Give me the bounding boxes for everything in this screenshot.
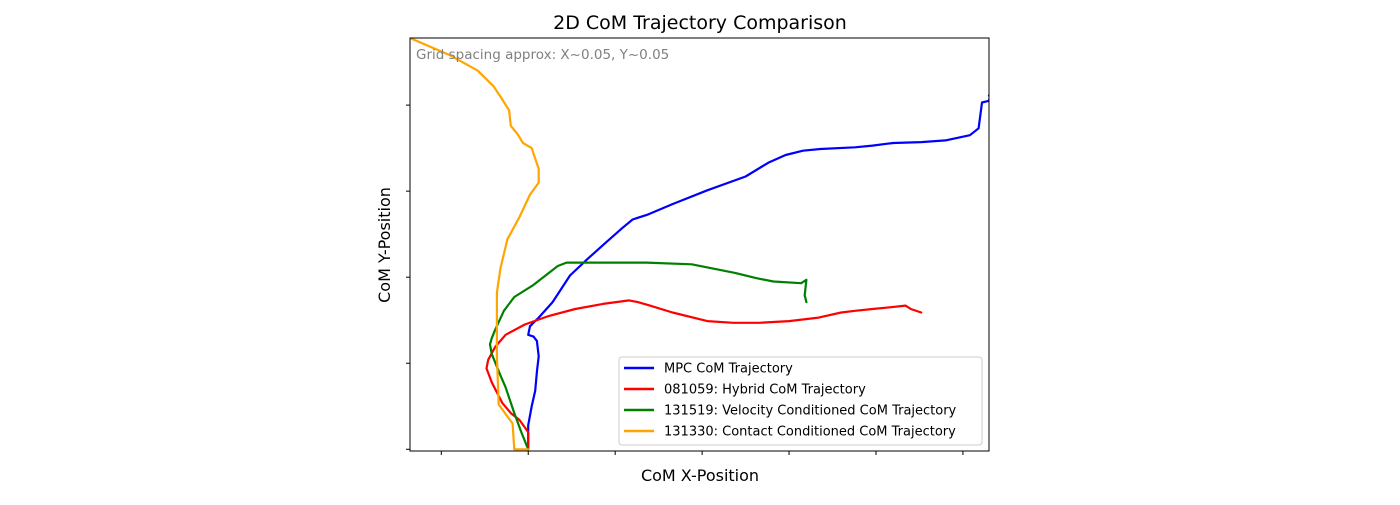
x-axis-label: CoM X-Position bbox=[641, 466, 759, 485]
legend-label-2: 131519: Velocity Conditioned CoM Traject… bbox=[664, 404, 957, 419]
series-line-2 bbox=[488, 261, 808, 451]
chart-title: 2D CoM Trajectory Comparison bbox=[553, 12, 847, 34]
grid-annotation: Grid spacing approx: X~0.05, Y~0.05 bbox=[416, 47, 669, 63]
plot-lines bbox=[410, 38, 989, 451]
legend-label-1: 081059: Hybrid CoM Trajectory bbox=[664, 383, 866, 398]
axis-ticks bbox=[406, 104, 964, 455]
legend-label-3: 131330: Contact Conditioned CoM Trajecto… bbox=[664, 425, 956, 440]
plot-frame bbox=[409, 37, 990, 452]
y-axis-label: CoM Y-Position bbox=[375, 187, 394, 303]
legend: MPC CoM Trajectory 081059: Hybrid CoM Tra… bbox=[618, 356, 983, 446]
legend-items: MPC CoM Trajectory 081059: Hybrid CoM Tra… bbox=[624, 362, 957, 440]
legend-frame bbox=[618, 356, 983, 446]
series-line-0 bbox=[527, 93, 989, 451]
legend-label-0: MPC CoM Trajectory bbox=[664, 362, 793, 377]
series-line-1 bbox=[485, 299, 923, 451]
series-line-3 bbox=[410, 38, 540, 451]
